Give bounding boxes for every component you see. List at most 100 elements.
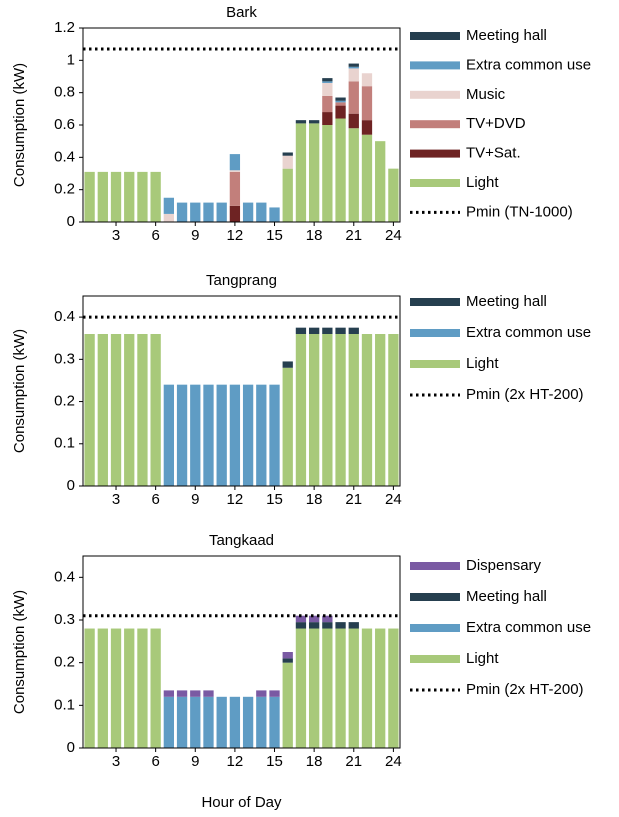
bar-segment xyxy=(282,367,293,486)
bar-segment xyxy=(269,384,280,486)
x-tick-label: 24 xyxy=(385,227,402,244)
bar-segment xyxy=(308,628,320,748)
bar-segment xyxy=(335,105,346,119)
bar-segment xyxy=(163,384,175,486)
bar-segment xyxy=(176,384,188,486)
y-tick-label: 0.3 xyxy=(54,350,75,367)
bar-segment xyxy=(216,696,227,748)
x-tick-label: 21 xyxy=(345,491,362,508)
bar-segment xyxy=(256,202,267,222)
bar-segment xyxy=(229,696,241,748)
bar-segment xyxy=(308,123,320,222)
bar-segment xyxy=(335,622,346,629)
legend-label: Light xyxy=(466,355,499,372)
legend-swatch xyxy=(410,298,460,306)
y-tick-label: 0 xyxy=(67,477,75,494)
plot-frame xyxy=(82,295,401,487)
y-axis-label: Consumption (kW) xyxy=(11,590,28,714)
x-tick-label: 15 xyxy=(266,491,283,508)
bar-segment xyxy=(163,197,175,214)
bar-segment xyxy=(150,334,161,486)
bar-segment xyxy=(322,112,333,125)
bar-segment xyxy=(282,662,293,748)
bar-segment xyxy=(322,78,333,82)
bar-segment xyxy=(203,202,214,222)
x-tick-label: 21 xyxy=(345,753,362,770)
bar-segment xyxy=(242,202,254,222)
x-tick-label: 18 xyxy=(306,491,323,508)
bar-segment xyxy=(295,120,307,124)
x-tick-label: 24 xyxy=(385,753,402,770)
x-tick-label: 9 xyxy=(191,227,199,244)
x-tick-label: 18 xyxy=(306,227,323,244)
bar-segment xyxy=(176,690,188,697)
y-tick-label: 0.2 xyxy=(54,181,75,198)
x-axis-label: Hour of Day xyxy=(201,794,282,811)
bar-segment xyxy=(388,168,399,222)
legend-swatch xyxy=(410,593,460,601)
bar-segment xyxy=(375,141,386,222)
bar-segment xyxy=(335,97,346,101)
legend-label: Meeting hall xyxy=(466,588,547,605)
bar-segment xyxy=(361,120,373,135)
bar-segment xyxy=(216,202,227,222)
y-tick-label: 0.1 xyxy=(54,696,75,713)
bar-segment xyxy=(203,696,214,748)
y-tick-label: 0.8 xyxy=(54,84,75,101)
bar-segment xyxy=(163,696,175,748)
legend-swatch xyxy=(410,179,460,187)
chart-title: Bark xyxy=(226,4,257,21)
legend-label: Meeting hall xyxy=(466,293,547,310)
bar-segment xyxy=(348,628,359,748)
x-tick-label: 6 xyxy=(151,753,159,770)
bar-segment xyxy=(256,690,267,697)
bar-segment xyxy=(269,690,280,697)
bar-segment xyxy=(335,102,346,106)
bar-segment xyxy=(308,615,320,623)
y-tick-label: 0 xyxy=(67,213,75,230)
bar-segment xyxy=(375,628,386,748)
bar-segment xyxy=(124,171,135,222)
y-tick-label: 0.4 xyxy=(54,148,75,165)
bar-segment xyxy=(84,171,95,222)
y-tick-label: 1.2 xyxy=(54,19,75,36)
bar-segment xyxy=(84,628,95,748)
legend-swatch xyxy=(410,90,460,99)
bar-segment xyxy=(137,334,148,486)
bar-segment xyxy=(282,168,293,222)
bar-segment xyxy=(348,113,359,129)
x-tick-label: 15 xyxy=(266,227,283,244)
bar-segment xyxy=(242,384,254,486)
legend-swatch xyxy=(410,61,460,70)
y-tick-label: 0.2 xyxy=(54,393,75,410)
bar-segment xyxy=(308,120,320,124)
y-tick-label: 0.6 xyxy=(54,116,75,133)
bar-segment xyxy=(269,696,280,748)
bar-segment xyxy=(124,334,135,486)
x-tick-label: 3 xyxy=(112,491,120,508)
bar-segment xyxy=(282,361,293,368)
bar-segment xyxy=(229,384,241,486)
chart-title: Tangprang xyxy=(206,272,277,289)
legend-swatch xyxy=(410,655,460,663)
bar-segment xyxy=(348,622,359,629)
x-tick-label: 12 xyxy=(227,753,244,770)
bar-segment xyxy=(361,73,373,87)
bar-segment xyxy=(361,628,373,748)
bar-segment xyxy=(348,128,359,222)
plot-frame xyxy=(82,27,401,223)
plot-frame xyxy=(82,555,401,749)
bar-segment xyxy=(308,334,320,486)
bar-segment xyxy=(137,171,148,222)
bar-segment xyxy=(163,213,175,222)
bar-segment xyxy=(256,696,267,748)
legend-label: TV+DVD xyxy=(466,115,526,132)
bar-segment xyxy=(348,327,359,334)
bar-segment xyxy=(282,155,293,169)
legend-label: Pmin (2x HT-200) xyxy=(466,386,584,403)
x-tick-label: 9 xyxy=(191,753,199,770)
bar-segment xyxy=(348,334,359,486)
bar-segment xyxy=(322,334,333,486)
bar-segment xyxy=(322,615,333,623)
bar-segment xyxy=(137,628,148,748)
